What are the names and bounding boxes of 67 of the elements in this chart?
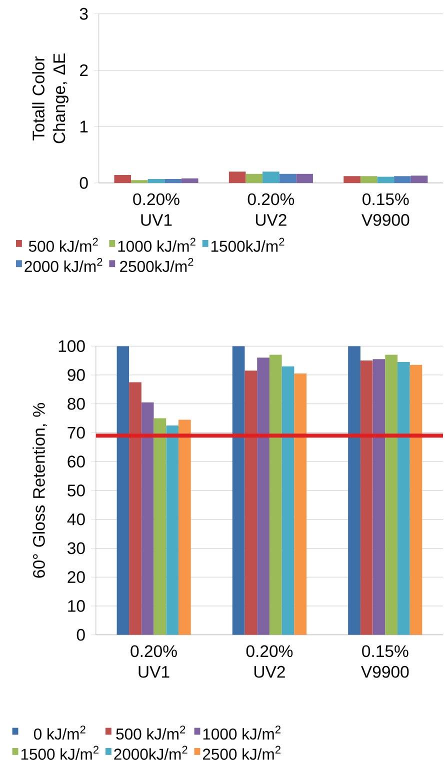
legend-label: 1500kJ/m$^{2}$ <box>211 238 284 252</box>
y-tick-label: 2 <box>80 64 88 76</box>
bar <box>385 354 398 635</box>
bar <box>348 346 360 635</box>
bar <box>257 358 270 635</box>
bar <box>166 426 178 635</box>
legend-label: 500 kJ/m$^{2}$ <box>116 726 186 740</box>
bar <box>154 418 166 635</box>
y-axis-title: Totall Color Change, ΔE <box>32 54 68 144</box>
bar <box>141 402 154 635</box>
y-tick-label: 0 <box>76 628 85 641</box>
legend-label: 1500 kJ/m$^{2}$ <box>21 746 98 760</box>
y-tick-label: 60 <box>68 456 85 468</box>
bar <box>178 420 191 635</box>
y-axis-title: 60° Gloss Retention, % <box>32 403 47 578</box>
bar <box>114 175 132 183</box>
x-tick-label: 0.20% UV2 <box>246 645 293 678</box>
bar <box>377 176 394 183</box>
bar <box>279 174 296 183</box>
bar <box>164 178 182 183</box>
bar <box>360 176 378 183</box>
legend-label: 500 kJ/m$^{2}$ <box>28 238 98 252</box>
bar <box>131 180 148 183</box>
bar <box>244 370 258 635</box>
x-tick-label: 0.20% UV2 <box>248 193 294 226</box>
bar <box>228 172 246 183</box>
bar <box>246 174 263 183</box>
legend-label: 1000 kJ/m$^{2}$ <box>203 726 280 740</box>
y-tick-label: 70 <box>68 426 85 439</box>
bar <box>296 174 313 183</box>
y-tick-label: 100 <box>58 340 85 352</box>
legend-label: 0 kJ/m$^{2}$ <box>34 726 86 740</box>
y-tick-label: 30 <box>68 542 85 554</box>
legend-label: 2000 kJ/m$^{2}$ <box>24 258 102 272</box>
bar <box>116 346 130 635</box>
bar <box>129 382 142 635</box>
y-tick-label: 10 <box>68 600 85 612</box>
legend-label: 1000 kJ/m$^{2}$ <box>118 238 196 252</box>
bar <box>360 360 373 635</box>
bar <box>410 176 428 183</box>
x-tick-label: 0.15% V9900 <box>361 645 409 678</box>
bar <box>232 346 245 635</box>
legend-label: 2500kJ/m$^{2}$ <box>120 258 194 272</box>
y-tick-label: 3 <box>80 8 88 20</box>
y-tick-label: 80 <box>68 398 85 410</box>
x-tick-label: 0.20% UV1 <box>133 193 180 226</box>
y-tick-label: 90 <box>68 369 85 381</box>
bar <box>181 178 198 183</box>
bar <box>262 172 280 183</box>
y-tick-label: 50 <box>68 484 85 496</box>
y-tick-label: 0 <box>80 177 88 189</box>
y-tick-label: 20 <box>68 571 85 584</box>
y-tick-label: 40 <box>67 513 85 526</box>
bar <box>282 366 294 635</box>
legend-label: 2500 kJ/m$^{2}$ <box>202 746 280 760</box>
bar <box>344 176 360 183</box>
x-tick-label: 0.15% V9900 <box>362 193 410 226</box>
bar <box>294 374 307 635</box>
bar <box>148 178 165 183</box>
bar <box>372 359 386 635</box>
bar <box>394 176 411 183</box>
bar <box>398 362 410 635</box>
legend-label: 2000kJ/m$^{2}$ <box>114 746 188 760</box>
bar <box>269 354 282 635</box>
y-tick-label: 1 <box>80 120 88 132</box>
x-tick-label: 0.20% UV1 <box>130 645 177 678</box>
bar <box>410 364 422 635</box>
